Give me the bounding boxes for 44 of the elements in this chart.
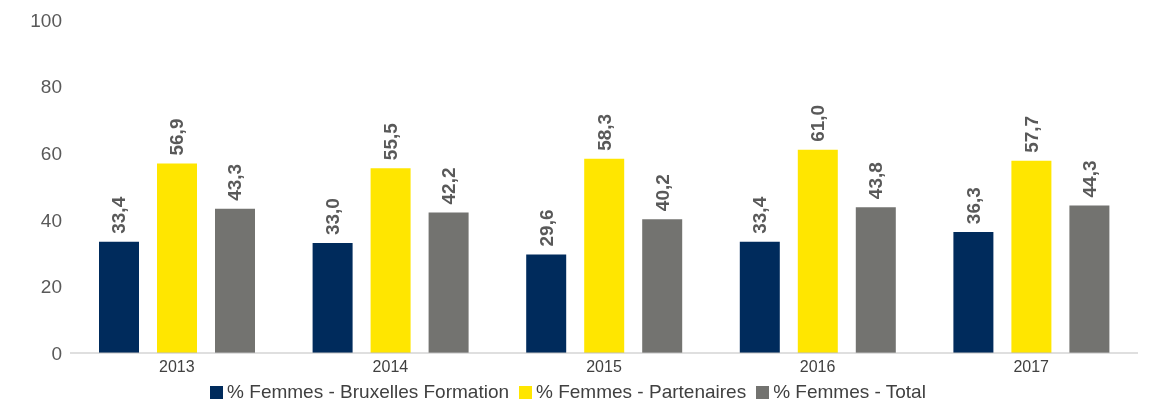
- data-label: 42,2: [438, 167, 460, 205]
- x-tick-label: 2015: [586, 358, 622, 376]
- y-tick-label: 0: [51, 342, 62, 364]
- data-label: 29,6: [535, 209, 557, 247]
- y-tick-label: 80: [40, 76, 62, 98]
- bar: [739, 241, 780, 353]
- bar: [312, 243, 353, 353]
- x-tick-label: 2017: [1013, 358, 1050, 376]
- data-label: 61,0: [807, 104, 829, 142]
- y-tick-label: 100: [30, 9, 62, 31]
- bar: [855, 207, 896, 353]
- data-label: 56,9: [166, 118, 188, 156]
- x-tick-label: 2014: [372, 358, 409, 376]
- x-tick-label: 2016: [799, 358, 836, 376]
- data-label: 55,5: [380, 122, 402, 161]
- data-label: 40,2: [651, 174, 673, 212]
- bar: [157, 163, 197, 353]
- y-tick-label: 20: [40, 276, 62, 298]
- y-tick-label: 40: [40, 209, 62, 231]
- bar: [215, 208, 255, 353]
- data-label: 33,4: [108, 196, 130, 234]
- legend-label: % Femmes - Bruxelles Formation: [227, 381, 510, 402]
- bar: [953, 232, 994, 353]
- data-label: 43,3: [224, 163, 246, 201]
- data-label: 43,8: [865, 162, 887, 200]
- data-label: 58,3: [593, 113, 615, 151]
- data-label: 57,7: [1020, 115, 1042, 153]
- bar: [1069, 205, 1110, 353]
- data-label: 33,0: [322, 198, 344, 236]
- bar: [99, 241, 139, 353]
- bar: [797, 149, 838, 353]
- legend-label: % Femmes - Partenaires: [536, 381, 747, 402]
- y-tick-label: 60: [40, 142, 62, 164]
- x-tick-label: 2013: [159, 358, 195, 376]
- bar: [428, 212, 469, 353]
- legend-label: % Femmes - Total: [773, 381, 926, 402]
- bar: [370, 168, 411, 353]
- data-label: 44,3: [1078, 160, 1100, 198]
- data-label: 33,4: [749, 196, 771, 234]
- bar: [526, 254, 567, 353]
- data-label: 36,3: [962, 187, 984, 225]
- bar: [642, 219, 683, 353]
- bar: [584, 158, 625, 353]
- bar: [1011, 160, 1052, 353]
